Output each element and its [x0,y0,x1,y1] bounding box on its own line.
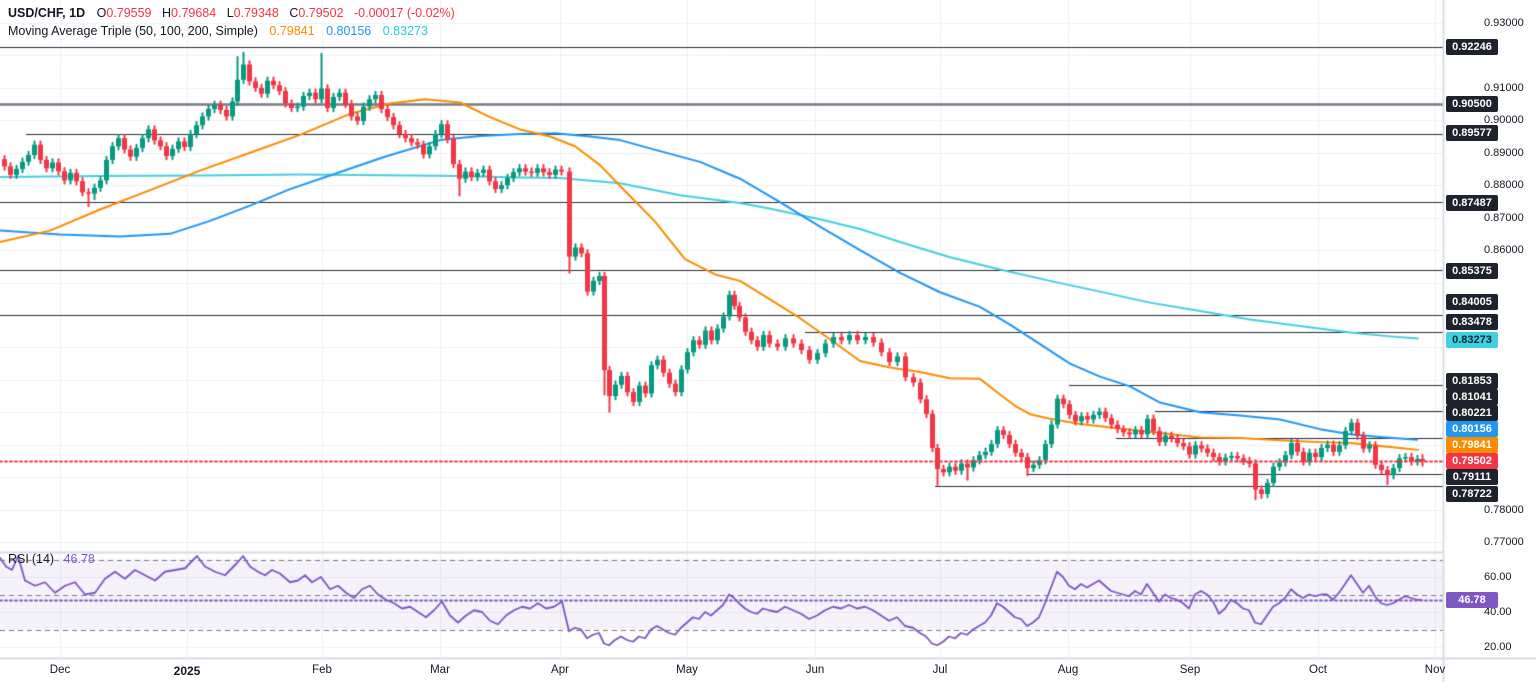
time-axis-label: Jul [932,664,948,676]
ma50-value: 0.79841 [269,24,315,38]
time-axis-label: Oct [1309,664,1327,676]
time-axis-label: Sep [1179,664,1201,676]
price-axis-label: 0.87000 [1484,212,1524,224]
price-axis-badge: 0.78722 [1446,486,1498,502]
price-axis-badge: 0.81853 [1446,373,1498,389]
rsi-axis-label: 40.00 [1484,606,1512,618]
rsi-title: RSI [8,552,29,566]
price-axis-badge: 0.80156 [1446,421,1498,437]
price-axis-badge: 0.79841 [1446,437,1498,453]
symbol-title: USD/CHF, 1D [8,6,86,20]
price-axis-label: 0.88000 [1484,179,1524,191]
rsi-params: (14) [31,552,55,566]
price-axis-badge: 0.87487 [1446,195,1498,211]
price-axis-badge: 0.80221 [1446,405,1498,421]
time-axis-label: Apr [551,664,569,676]
rsi-current-value: 46.78 [63,552,95,566]
price-axis-label: 0.93000 [1484,17,1524,29]
time-axis-label: Nov [1424,664,1446,676]
price-axis-label: 0.78000 [1484,504,1524,516]
price-axis-badge: 0.84005 [1446,294,1498,310]
time-axis-label: Aug [1057,664,1079,676]
rsi-axis-label: 60.00 [1484,571,1512,583]
price-axis-badge: 0.83478 [1446,314,1498,330]
ohlc-high: H0.79684 [161,6,217,20]
price-axis-label: 0.77000 [1484,536,1524,548]
price-axis-label: 0.90000 [1484,114,1524,126]
rsi-axis-label: 20.00 [1484,641,1512,653]
chart-legend: USD/CHF, 1D O0.79559 H0.79684 L0.79348 C… [8,4,455,40]
price-axis-badge: 0.85375 [1446,263,1498,279]
indicator-title: Moving Average Triple (50, 100, 200, Sim… [8,24,258,38]
ohlc-low: L0.79348 [226,6,279,20]
price-axis-label: 0.91000 [1484,82,1524,94]
rsi-value-badge: 46.78 [1446,592,1498,608]
price-axis-label: 0.86000 [1484,244,1524,256]
ohlc-open: O0.79559 [96,6,152,20]
price-axis-badge: 0.90500 [1446,96,1498,112]
indicator-row[interactable]: Moving Average Triple (50, 100, 200, Sim… [8,22,455,40]
ma200-value: 0.83273 [382,24,428,38]
price-axis-badge: 0.79111 [1446,469,1498,485]
price-axis-badge: 0.92246 [1446,39,1498,55]
rsi-legend[interactable]: RSI (14) 46.78 [8,552,95,566]
time-axis-label: Dec [49,664,71,676]
ma100-value: 0.80156 [326,24,372,38]
time-axis-label: Jun [805,664,825,676]
price-axis-badge: 0.89577 [1446,125,1498,141]
time-axis-label: Feb [312,664,332,676]
time-axis-label: May [676,664,698,676]
price-axis-badge: 0.79502 [1446,453,1498,469]
price-axis-label: 0.89000 [1484,147,1524,159]
symbol-ohlc-row[interactable]: USD/CHF, 1D O0.79559 H0.79684 L0.79348 C… [8,4,455,22]
price-change: -0.00017 (-0.02%) [354,6,455,20]
time-axis-label: Mar [430,664,450,676]
time-axis-label: 2025 [173,664,201,678]
price-axis-badge: 0.83273 [1446,332,1498,348]
price-axis-badge: 0.81041 [1446,389,1498,405]
ohlc-close: C0.79502 [289,6,344,20]
